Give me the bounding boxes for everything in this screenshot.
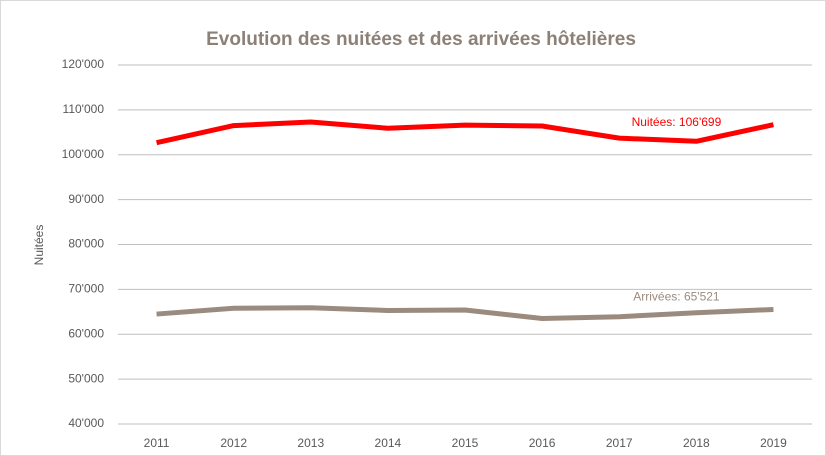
series-line [156, 119, 774, 146]
chart-title: Evolution des nuitées et des arrivées hô… [206, 29, 636, 50]
y-tick-label: 110'000 [63, 102, 105, 116]
x-tick-label: 2013 [297, 436, 324, 450]
data-label: Nuitées: 106'699 [632, 115, 722, 129]
x-tick-label: 2012 [220, 436, 247, 450]
y-tick-label: 60'000 [68, 326, 104, 340]
y-tick-label: 100'000 [62, 147, 105, 161]
x-tick-label: 2017 [606, 436, 633, 450]
x-tick-label: 2018 [683, 436, 710, 450]
x-tick-label: 2019 [760, 436, 787, 450]
y-tick-label: 90'000 [68, 192, 104, 206]
x-tick-label: 2015 [452, 436, 479, 450]
y-tick-label: 50'000 [68, 371, 104, 385]
x-tick-label: 2014 [375, 436, 402, 450]
y-axis-label: Nuitées [32, 225, 46, 266]
data-label: Arrivées: 65'521 [633, 290, 720, 304]
series-line [156, 305, 774, 322]
y-tick-label: 120'000 [62, 57, 105, 71]
y-tick-label: 70'000 [68, 282, 104, 296]
x-tick-label: 2016 [529, 436, 556, 450]
y-tick-label: 40'000 [68, 416, 104, 430]
y-tick-label: 80'000 [68, 237, 104, 251]
x-tick-label: 2011 [144, 436, 170, 450]
